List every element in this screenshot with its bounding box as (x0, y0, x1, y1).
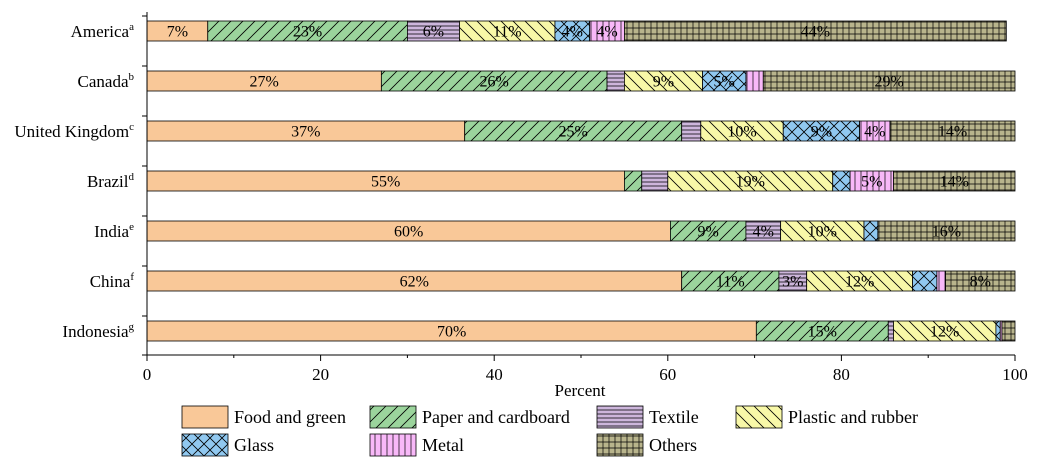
bar-segment-canada-others (762, 70, 1016, 92)
data-label-china-others: 8% (970, 274, 991, 291)
data-label-india-plastic-and-rubber: 10% (808, 224, 837, 241)
data-label-america-food-and-green: 7% (167, 24, 188, 41)
data-label-america-metal: 4% (596, 24, 617, 41)
data-label-brazil-metal: 5% (861, 174, 882, 191)
bar-segment-india-glass (863, 220, 879, 242)
bar-segment-brazil-textile (641, 170, 669, 192)
bar-segment-indonesia-glass (995, 320, 1001, 342)
data-label-brazil-others: 14% (940, 174, 969, 191)
category-label-united-kingdom: United Kingdomc (14, 121, 134, 141)
legend-swatch-paper-and-cardboard (369, 405, 417, 429)
category-label-india: Indiae (94, 221, 134, 241)
category-labels-layer: Americaa Canadab United Kingdomc Brazild Ind… (14, 21, 134, 341)
x-tick-label-0: 0 (143, 365, 152, 384)
data-label-india-paper-and-cardboard: 9% (697, 224, 718, 241)
legend-item-glass: Glass (181, 433, 274, 457)
bar-segment-india-others (877, 220, 1016, 242)
data-label-america-plastic-and-rubber: 11% (493, 24, 522, 41)
legend-swatch-textile (596, 405, 644, 429)
data-label-america-others: 44% (801, 24, 830, 41)
legend-label-paper-and-cardboard: Paper and cardboard (422, 407, 570, 427)
legend-swatch-glass (181, 433, 229, 457)
legend-label-textile: Textile (649, 407, 699, 427)
bar-segment-china-glass (912, 270, 938, 292)
data-label-china-plastic-and-rubber: 12% (845, 274, 874, 291)
category-label-brazil: Brazild (87, 171, 135, 191)
x-tick-label-40: 40 (486, 365, 503, 384)
legend-item-paper-and-cardboard: Paper and cardboard (369, 405, 570, 429)
x-tick-label-100: 100 (1002, 365, 1028, 384)
data-label-canada-glass: 5% (714, 74, 735, 91)
legend-label-others: Others (649, 435, 697, 455)
bar-segment-brazil-glass (832, 170, 851, 192)
legend: Food and green Paper and cardboard Textile… (181, 405, 918, 457)
legend-swatch-others (596, 433, 644, 457)
bar-segment-china-metal (936, 270, 946, 292)
bar-segment-indonesia-textile (887, 320, 894, 342)
legend-swatch-food-and-green (181, 405, 229, 429)
bar-segment-china-others (945, 270, 1016, 292)
data-label-america-glass: 4% (562, 24, 583, 41)
axes-layer: 0 20 40 60 80 100 (142, 12, 1028, 384)
legend-label-plastic-and-rubber: Plastic and rubber (788, 407, 918, 427)
category-label-china: Chinaf (90, 271, 135, 291)
data-label-canada-paper-and-cardboard: 26% (480, 74, 509, 91)
data-label-india-textile: 4% (753, 224, 774, 241)
data-label-america-paper-and-cardboard: 23% (293, 24, 322, 41)
category-label-indonesia: Indonesiag (62, 321, 134, 341)
category-label-canada: Canadab (78, 71, 135, 91)
data-label-canada-food-and-green: 27% (250, 74, 279, 91)
legend-item-food-and-green: Food and green (181, 405, 346, 429)
data-label-united-kingdom-plastic-and-rubber: 10% (727, 124, 756, 141)
data-label-china-textile: 3% (782, 274, 803, 291)
data-label-brazil-food-and-green: 55% (371, 174, 400, 191)
x-tick-label-60: 60 (659, 365, 676, 384)
category-label-america: Americaa (71, 21, 135, 41)
data-label-united-kingdom-food-and-green: 37% (291, 124, 320, 141)
data-label-india-others: 16% (932, 224, 961, 241)
legend-label-glass: Glass (234, 435, 274, 455)
data-label-united-kingdom-glass: 9% (811, 124, 832, 141)
bar-segment-brazil-others (893, 170, 1016, 192)
legend-label-food-and-green: Food and green (234, 407, 346, 427)
data-label-china-paper-and-cardboard: 11% (716, 274, 745, 291)
legend-swatch-metal (369, 433, 417, 457)
legend-item-plastic-and-rubber: Plastic and rubber (735, 405, 918, 429)
legend-label-metal: Metal (422, 435, 464, 455)
data-label-united-kingdom-metal: 4% (864, 124, 885, 141)
bar-segment-brazil-paper-and-cardboard (624, 170, 643, 192)
data-label-canada-plastic-and-rubber: 9% (653, 74, 674, 91)
x-axis-title: Percent (555, 381, 606, 400)
bars-layer (146, 20, 1016, 342)
bar-segment-america-others (624, 20, 1007, 42)
data-label-united-kingdom-others: 14% (938, 124, 967, 141)
legend-swatch-plastic-and-rubber (735, 405, 783, 429)
legend-item-textile: Textile (596, 405, 699, 429)
bar-segment-united-kingdom-others (889, 120, 1016, 142)
data-label-indonesia-paper-and-cardboard: 15% (808, 324, 837, 341)
segment-labels-layer: 7% 23% 6% 11% 4% 4% 44% 27% 26% 9% 5% 29% 37% 25% 10% 9… (167, 24, 991, 341)
legend-item-metal: Metal (369, 433, 464, 457)
data-label-brazil-plastic-and-rubber: 19% (736, 174, 765, 191)
data-label-indonesia-food-and-green: 70% (437, 324, 466, 341)
bar-segment-united-kingdom-textile (681, 120, 702, 142)
x-tick-label-80: 80 (833, 365, 850, 384)
legend-item-others: Others (596, 433, 697, 457)
data-label-america-textile: 6% (423, 24, 444, 41)
bar-segment-indonesia-others (1001, 320, 1016, 342)
x-tick-label-20: 20 (312, 365, 329, 384)
bar-segment-canada-textile (606, 70, 625, 92)
data-label-india-food-and-green: 60% (394, 224, 423, 241)
data-label-canada-others: 29% (874, 74, 903, 91)
data-label-united-kingdom-paper-and-cardboard: 25% (559, 124, 588, 141)
bar-segment-canada-metal (745, 70, 764, 92)
data-label-indonesia-plastic-and-rubber: 12% (930, 324, 959, 341)
data-label-china-food-and-green: 62% (400, 274, 429, 291)
